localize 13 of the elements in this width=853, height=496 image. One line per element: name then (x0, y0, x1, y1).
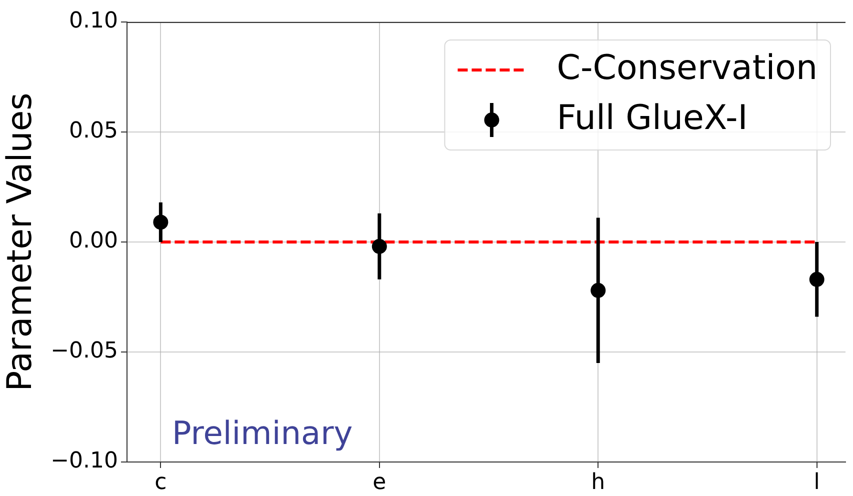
y-axis-title: Parameter Values (0, 92, 40, 392)
y-tick-label: 0.00 (69, 228, 118, 254)
y-tick-label: 0.10 (69, 8, 118, 34)
legend-label: C-Conservation (556, 48, 818, 88)
y-tick-label: −0.10 (50, 448, 118, 474)
y-tick-label: 0.05 (69, 118, 118, 144)
annotation: Preliminary (172, 414, 353, 452)
x-tick-label: h (591, 470, 606, 495)
x-tick-label: c (154, 470, 167, 495)
legend-label: Full GlueX-I (556, 98, 748, 138)
x-tick-label: l (814, 470, 820, 495)
y-tick-label: −0.05 (50, 338, 118, 364)
x-tick-label: e (372, 470, 386, 495)
